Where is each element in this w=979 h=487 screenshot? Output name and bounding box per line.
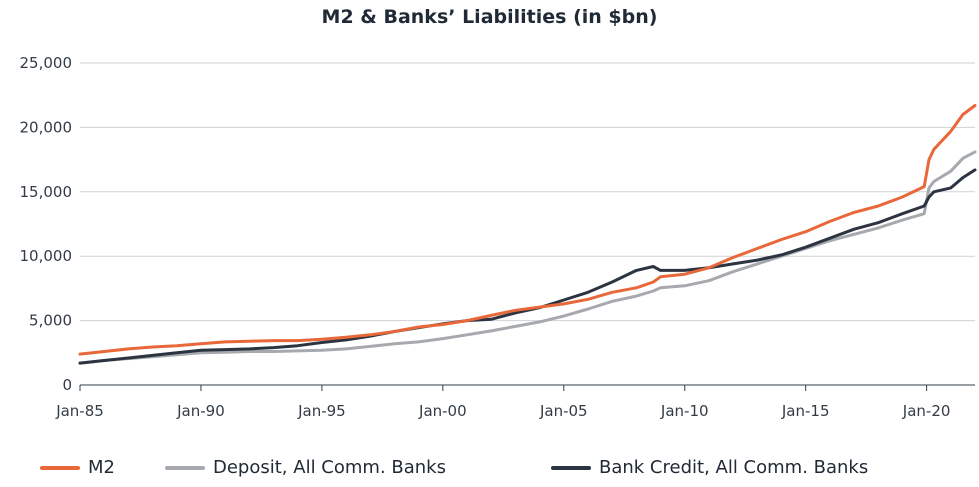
y-tick-label: 25,000 xyxy=(20,54,73,72)
grid xyxy=(80,62,975,386)
y-tick-label: 0 xyxy=(62,376,72,394)
legend-swatch-bank-credit xyxy=(551,465,591,470)
x-tick-label: Jan-00 xyxy=(418,402,467,420)
x-tick-label: Jan-10 xyxy=(660,402,709,420)
x-tick-label: Jan-95 xyxy=(297,402,346,420)
legend-item-m2: M2 xyxy=(40,457,115,478)
x-tick-label: Jan-20 xyxy=(902,402,951,420)
series-line-m2 xyxy=(78,104,977,356)
series-line-bank-credit xyxy=(78,168,977,365)
x-tick-label: Jan-85 xyxy=(55,402,104,420)
legend-item-deposit: Deposit, All Comm. Banks xyxy=(165,457,446,478)
series-line-deposit xyxy=(78,150,977,365)
x-tick-label: Jan-05 xyxy=(539,402,588,420)
y-tick-label: 5,000 xyxy=(29,312,72,330)
x-axis: Jan-85 Jan-90 Jan-95 Jan-00 Jan-05 Jan-10 Jan-… xyxy=(55,385,950,420)
legend-label-bank-credit: Bank Credit, All Comm. Banks xyxy=(599,457,869,478)
legend-item-bank-credit: Bank Credit, All Comm. Banks xyxy=(551,457,868,478)
y-axis: 0 5,000 10,000 15,000 20,000 25,000 xyxy=(20,54,73,394)
legend: M2 Deposit, All Comm. Banks Bank Credit,… xyxy=(0,457,979,485)
legend-swatch-deposit xyxy=(165,465,205,470)
legend-label-deposit: Deposit, All Comm. Banks xyxy=(213,457,446,478)
chart-title: M2 & Banks’ Liabilities (in $bn) xyxy=(321,6,658,28)
x-tick-label: Jan-90 xyxy=(176,402,225,420)
y-tick-label: 20,000 xyxy=(20,118,73,136)
y-tick-label: 10,000 xyxy=(20,247,73,265)
y-tick-label: 15,000 xyxy=(20,183,73,201)
legend-label-m2: M2 xyxy=(88,457,115,478)
series-lines xyxy=(78,104,977,365)
legend-swatch-m2 xyxy=(40,465,80,470)
x-tick-label: Jan-15 xyxy=(781,402,830,420)
